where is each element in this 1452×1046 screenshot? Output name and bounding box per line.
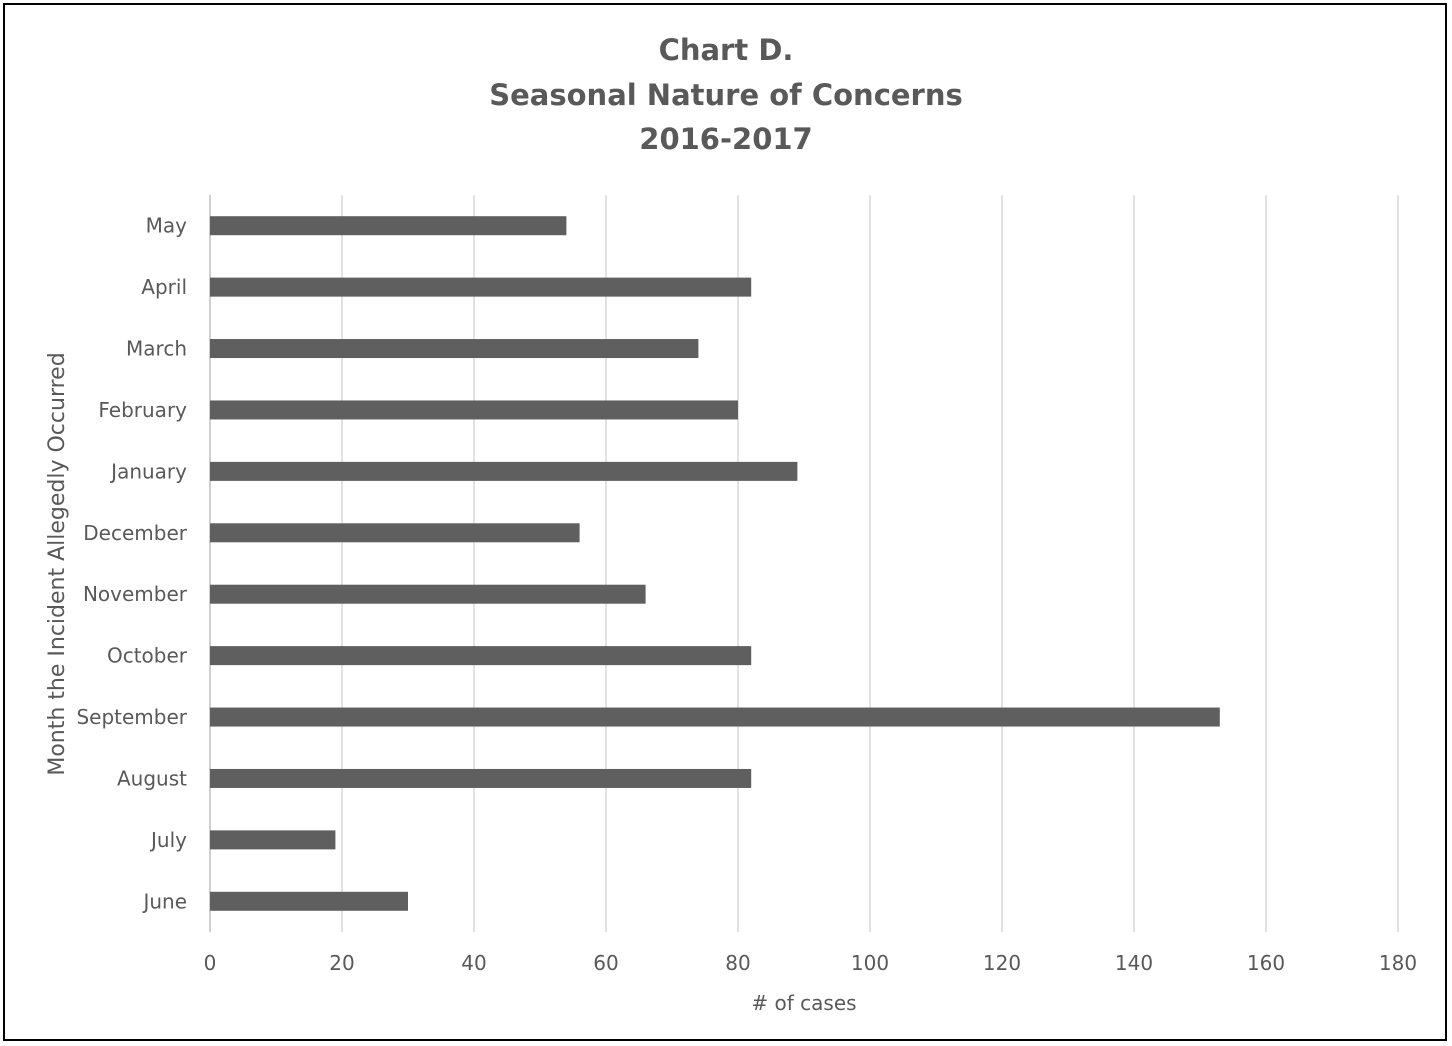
bar (210, 891, 408, 911)
bar (210, 646, 752, 666)
x-tick-label: 160 (1247, 951, 1285, 975)
bars (210, 216, 1220, 911)
x-tick-label: 80 (725, 951, 750, 975)
y-tick-label: October (107, 644, 188, 668)
y-tick-label: May (146, 214, 188, 238)
bar (210, 523, 580, 543)
bar (210, 400, 738, 420)
chart-title-line-2: Seasonal Nature of Concerns (489, 78, 963, 112)
y-tick-label: June (141, 889, 187, 913)
x-tick-label: 100 (851, 951, 889, 975)
bar (210, 830, 336, 850)
bar (210, 339, 699, 359)
x-tick-label: 20 (329, 951, 354, 975)
y-axis-title: Month the Incident Allegedly Occurred (45, 352, 70, 775)
x-tick-labels: 0 20 40 60 80 100 120 140 160 180 (204, 951, 1417, 975)
y-tick-label: January (109, 459, 187, 483)
x-axis-title: # of cases (751, 991, 856, 1015)
y-tick-label: April (141, 275, 187, 299)
y-tick-label: September (76, 705, 187, 729)
y-tick-label: March (126, 337, 187, 361)
chart-frame (3, 3, 1447, 1041)
x-tick-label: 120 (983, 951, 1021, 975)
y-tick-label: February (98, 398, 187, 422)
bar (210, 707, 1220, 727)
bar (210, 768, 752, 788)
chart-title-line-3: 2016-2017 (639, 122, 813, 156)
y-tick-label: November (83, 582, 188, 606)
chart-title-line-1: Chart D. (658, 33, 794, 67)
bar (210, 277, 752, 297)
bar (210, 461, 798, 481)
x-tick-label: 40 (461, 951, 486, 975)
y-tick-label: August (117, 766, 187, 790)
x-tick-label: 60 (593, 951, 618, 975)
bar (210, 584, 646, 604)
x-tick-label: 180 (1379, 951, 1417, 975)
bar (210, 216, 567, 236)
x-tick-label: 0 (204, 951, 217, 975)
x-tick-label: 140 (1115, 951, 1153, 975)
y-tick-label: December (83, 521, 187, 545)
y-tick-labels: June July August September October November De… (76, 214, 187, 914)
y-tick-label: July (149, 828, 187, 852)
grid-lines (209, 195, 1399, 932)
